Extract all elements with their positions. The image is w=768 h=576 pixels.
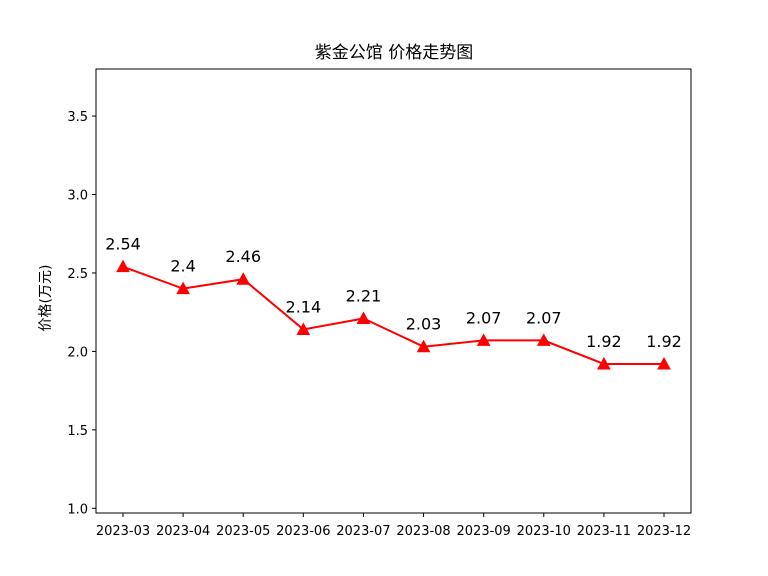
data-point-marker: [356, 311, 371, 324]
data-label: 2.4: [170, 257, 195, 276]
x-tick-label: 2023-12: [637, 524, 691, 539]
data-point-marker: [116, 259, 130, 273]
data-label: 2.07: [526, 308, 562, 327]
data-label: 2.54: [105, 235, 141, 254]
data-point-marker: [476, 333, 491, 346]
data-point-marker: [416, 339, 431, 353]
x-tick-label: 2023-07: [336, 524, 390, 539]
data-point-marker: [296, 322, 311, 335]
y-tick-label: 2.5: [67, 267, 88, 282]
x-tick-label: 2023-04: [156, 524, 210, 539]
data-point-marker: [236, 272, 251, 285]
x-tick-label: 2023-09: [457, 524, 511, 539]
data-label: 2.14: [286, 297, 322, 316]
data-label: 2.21: [346, 286, 382, 305]
y-tick-label: 3.5: [67, 110, 88, 125]
y-tick-label: 3.0: [67, 189, 88, 204]
x-tick-label: 2023-11: [577, 524, 631, 539]
y-axis-ticks: 1.0 1.5 2.0 2.5 3.0 3.5: [67, 110, 96, 517]
x-tick-label: 2023-03: [96, 524, 150, 539]
y-axis-label: 价格(万元): [38, 265, 54, 332]
data-label: 2.03: [406, 315, 442, 334]
x-tick-label: 2023-06: [276, 524, 330, 539]
data-label: 2.46: [225, 247, 261, 266]
chart-title: 紫金公馆 价格走势图: [315, 43, 473, 63]
price-series: [116, 259, 671, 370]
x-axis-ticks: 2023-03 2023-04 2023-05 2023-06 2023-07 2023-…: [96, 513, 691, 539]
data-label: 2.07: [466, 308, 502, 327]
y-tick-label: 2.0: [67, 345, 88, 360]
data-labels: 2.54 2.4 2.46 2.14 2.21 2.03 2.07 2.07 1.92 1.92: [105, 235, 682, 351]
data-point-marker: [536, 333, 551, 346]
data-label: 1.92: [586, 332, 622, 351]
plot-area-frame: [95, 68, 692, 514]
x-tick-label: 2023-08: [396, 524, 450, 539]
data-label: 1.92: [646, 332, 682, 351]
x-tick-label: 2023-10: [517, 524, 571, 539]
y-tick-label: 1.0: [67, 502, 88, 517]
series-line: [122, 265, 664, 365]
data-point-marker: [176, 281, 190, 295]
data-point-marker: [597, 356, 611, 370]
x-tick-label: 2023-05: [216, 524, 270, 539]
y-tick-label: 1.5: [67, 424, 88, 439]
data-point-marker: [657, 356, 671, 370]
